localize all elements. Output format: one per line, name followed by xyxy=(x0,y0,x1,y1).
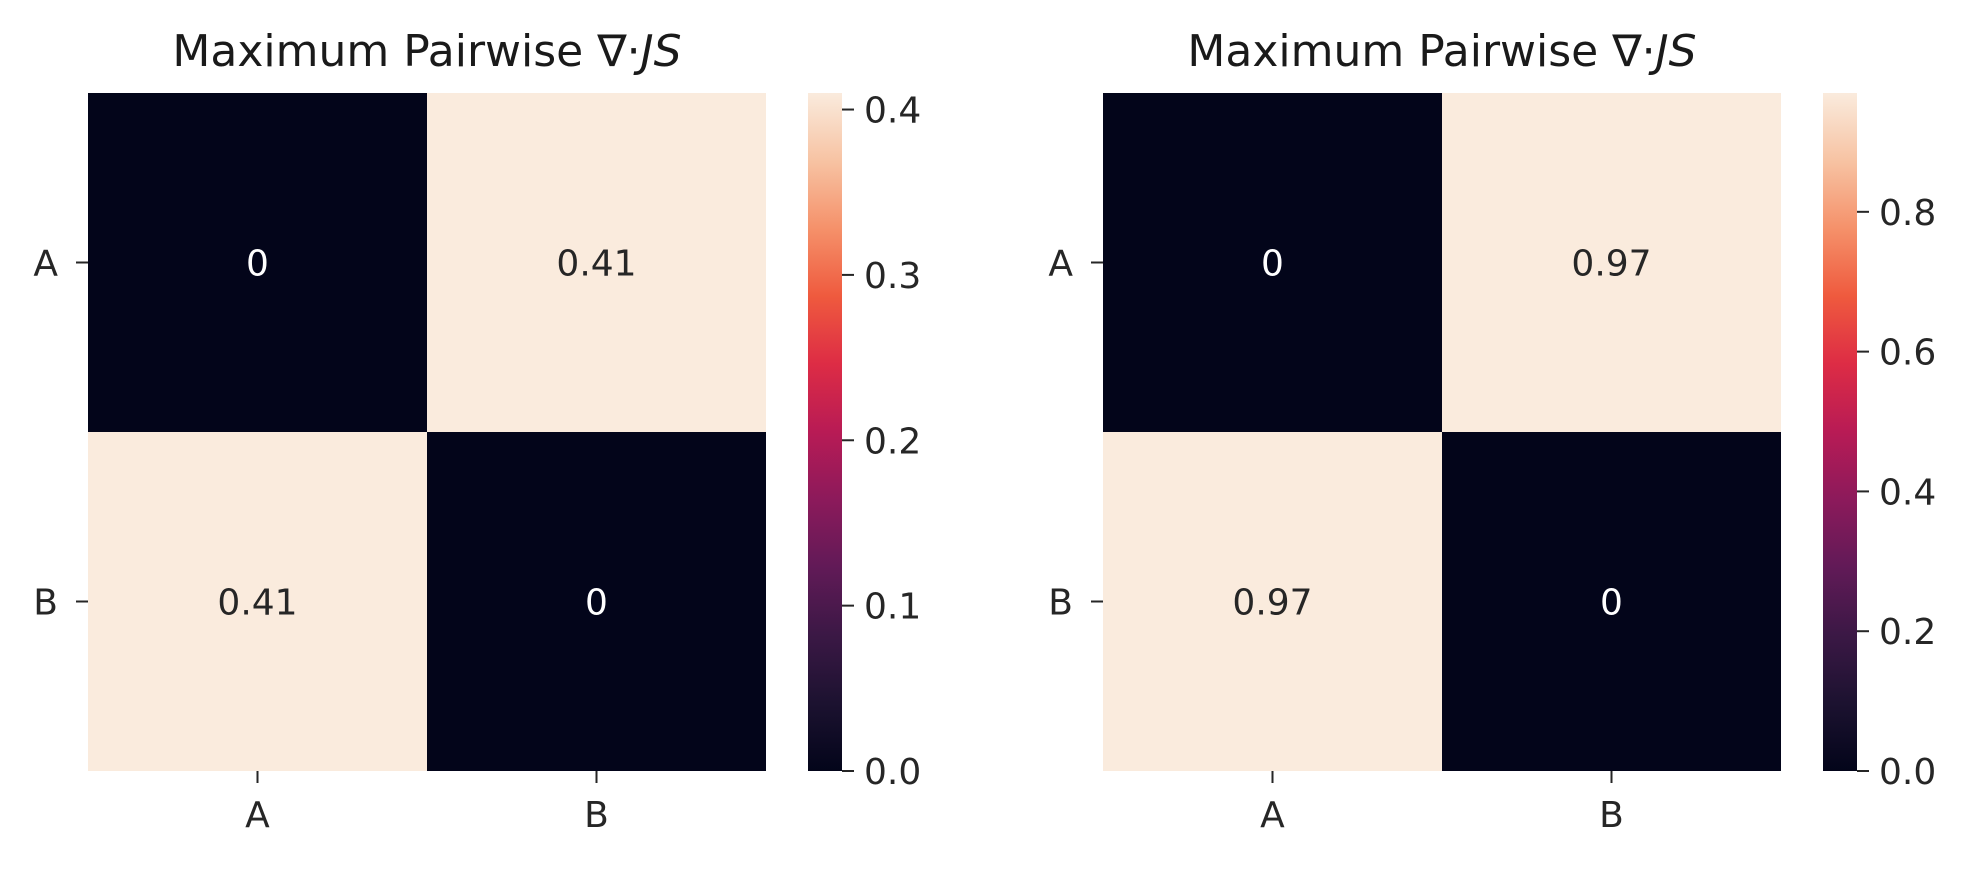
cell-value-label: 0 xyxy=(246,244,269,285)
chart-title-italic: JS xyxy=(633,26,682,77)
chart-title-italic: JS xyxy=(1648,26,1697,77)
colorbar xyxy=(808,93,842,771)
colorbar-tick-label: 0.0 xyxy=(864,752,921,793)
chart-title-prefix: Maximum Pairwise ∇· xyxy=(1187,26,1655,77)
y-tick-label: A xyxy=(33,244,58,285)
y-tick-label: B xyxy=(1048,583,1073,624)
cell-value-label: 0 xyxy=(1600,583,1623,624)
heatmap-cell-A-A xyxy=(88,93,427,432)
y-tick-label: A xyxy=(1048,244,1073,285)
heatmap-cell-B-B xyxy=(427,432,766,771)
colorbar xyxy=(1823,93,1857,771)
colorbar-tick-label: 0.0 xyxy=(1879,752,1936,793)
cell-value-label: 0.41 xyxy=(556,244,636,285)
cell-value-label: 0.97 xyxy=(1571,244,1651,285)
heatmap-panel-1: Maximum Pairwise ∇·JS 0 0.41 0.41 0 A B A B 0.0 0.… xyxy=(33,26,921,836)
heatmap-cell-A-B xyxy=(427,93,766,432)
cell-value-label: 0 xyxy=(585,583,608,624)
heatmap-cell-B-A xyxy=(1103,432,1442,771)
chart-title-prefix: Maximum Pairwise ∇· xyxy=(172,26,640,77)
colorbar-tick-label: 0.4 xyxy=(864,91,921,132)
x-tick-label: B xyxy=(584,795,609,836)
heatmap-cell-A-A xyxy=(1103,93,1442,432)
cell-value-label: 0.41 xyxy=(217,583,297,624)
colorbar-tick-label: 0.8 xyxy=(1879,193,1936,234)
colorbar-tick-label: 0.1 xyxy=(864,587,921,628)
colorbar-tick-label: 0.4 xyxy=(1879,472,1936,513)
colorbar-tick-label: 0.3 xyxy=(864,256,921,297)
cell-value-label: 0 xyxy=(1261,244,1284,285)
heatmap-panel-2: Maximum Pairwise ∇·JS 0 0.97 0.97 0 A B A B 0.0 0.… xyxy=(1048,26,1936,836)
chart-title: Maximum Pairwise ∇·JS xyxy=(1187,26,1696,77)
chart-title: Maximum Pairwise ∇·JS xyxy=(172,26,681,77)
x-tick-label: A xyxy=(1260,795,1285,836)
colorbar-tick-label: 0.6 xyxy=(1879,333,1936,374)
colorbar-tick-label: 0.2 xyxy=(864,421,921,462)
y-tick-label: B xyxy=(33,583,58,624)
x-tick-label: B xyxy=(1599,795,1624,836)
x-tick-label: A xyxy=(245,795,270,836)
heatmap-cell-B-A xyxy=(88,432,427,771)
heatmap-cell-A-B xyxy=(1442,93,1781,432)
colorbar-tick-label: 0.2 xyxy=(1879,612,1936,653)
heatmap-cell-B-B xyxy=(1442,432,1781,771)
cell-value-label: 0.97 xyxy=(1232,583,1312,624)
